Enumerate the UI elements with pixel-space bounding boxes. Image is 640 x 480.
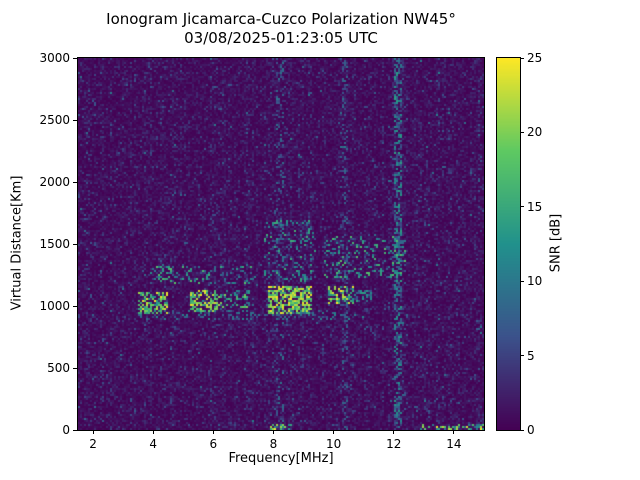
y-axis-label: Virtual Distance[Km] bbox=[9, 175, 25, 311]
x-tick-label: 10 bbox=[325, 437, 342, 451]
colorbar-tick-label: 25 bbox=[527, 51, 543, 65]
colorbar-tick-label: 20 bbox=[527, 125, 543, 140]
x-tick-label: 2 bbox=[89, 437, 97, 451]
colorbar-tick-mark bbox=[520, 429, 524, 431]
y-tick-mark bbox=[73, 243, 77, 245]
x-tick-mark bbox=[333, 430, 335, 434]
x-tick-mark bbox=[453, 430, 455, 434]
x-tick-label: 4 bbox=[149, 437, 157, 451]
x-tick-mark bbox=[272, 430, 274, 434]
x-tick-label: 12 bbox=[386, 437, 402, 451]
y-tick-label: 2000 bbox=[39, 175, 70, 189]
chart-title-block: Ionogram Jicamarca-Cuzco Polarization NW… bbox=[106, 10, 456, 48]
chart-title: Ionogram Jicamarca-Cuzco Polarization NW… bbox=[106, 10, 456, 28]
y-tick-label: 0 bbox=[62, 423, 70, 437]
colorbar-tick-label: 15 bbox=[527, 199, 543, 214]
x-tick-label: 6 bbox=[209, 437, 218, 451]
chart-subtitle: 03/08/2025-01:23:05 UTC bbox=[184, 29, 378, 47]
y-tick-mark bbox=[73, 181, 77, 183]
colorbar-tick-label: 10 bbox=[527, 274, 543, 289]
y-tick-label: 1500 bbox=[39, 237, 70, 251]
colorbar-tick-label: 0 bbox=[527, 423, 535, 437]
x-axis-label: Frequency[MHz] bbox=[228, 451, 334, 466]
plot-area bbox=[77, 57, 485, 431]
y-tick-mark bbox=[73, 119, 77, 121]
y-tick-label: 1000 bbox=[39, 299, 70, 313]
colorbar-tick-mark bbox=[520, 206, 524, 208]
y-tick-label: 2500 bbox=[39, 113, 70, 127]
colorbar-tick-mark bbox=[520, 280, 524, 282]
y-tick-mark bbox=[73, 429, 77, 431]
x-tick-mark bbox=[393, 430, 395, 434]
ionogram-heatmap-canvas bbox=[78, 58, 484, 430]
x-tick-mark bbox=[152, 430, 154, 434]
y-tick-mark bbox=[73, 367, 77, 369]
x-tick-mark bbox=[212, 430, 214, 434]
x-tick-mark bbox=[92, 430, 94, 434]
colorbar-tick-mark bbox=[520, 355, 524, 357]
x-tick-label: 8 bbox=[269, 437, 278, 451]
y-tick-label: 3000 bbox=[39, 51, 70, 65]
y-tick-mark bbox=[73, 57, 77, 59]
colorbar-gradient-canvas bbox=[497, 58, 520, 430]
x-tick-label: 14 bbox=[446, 437, 462, 451]
colorbar-axis-label: SNR [dB] bbox=[548, 213, 564, 273]
colorbar-tick-mark bbox=[520, 57, 524, 59]
y-tick-mark bbox=[73, 305, 77, 307]
colorbar-tick-label: 5 bbox=[527, 348, 535, 363]
y-tick-label: 500 bbox=[47, 361, 70, 375]
colorbar-tick-mark bbox=[520, 131, 524, 133]
colorbar bbox=[496, 57, 521, 431]
